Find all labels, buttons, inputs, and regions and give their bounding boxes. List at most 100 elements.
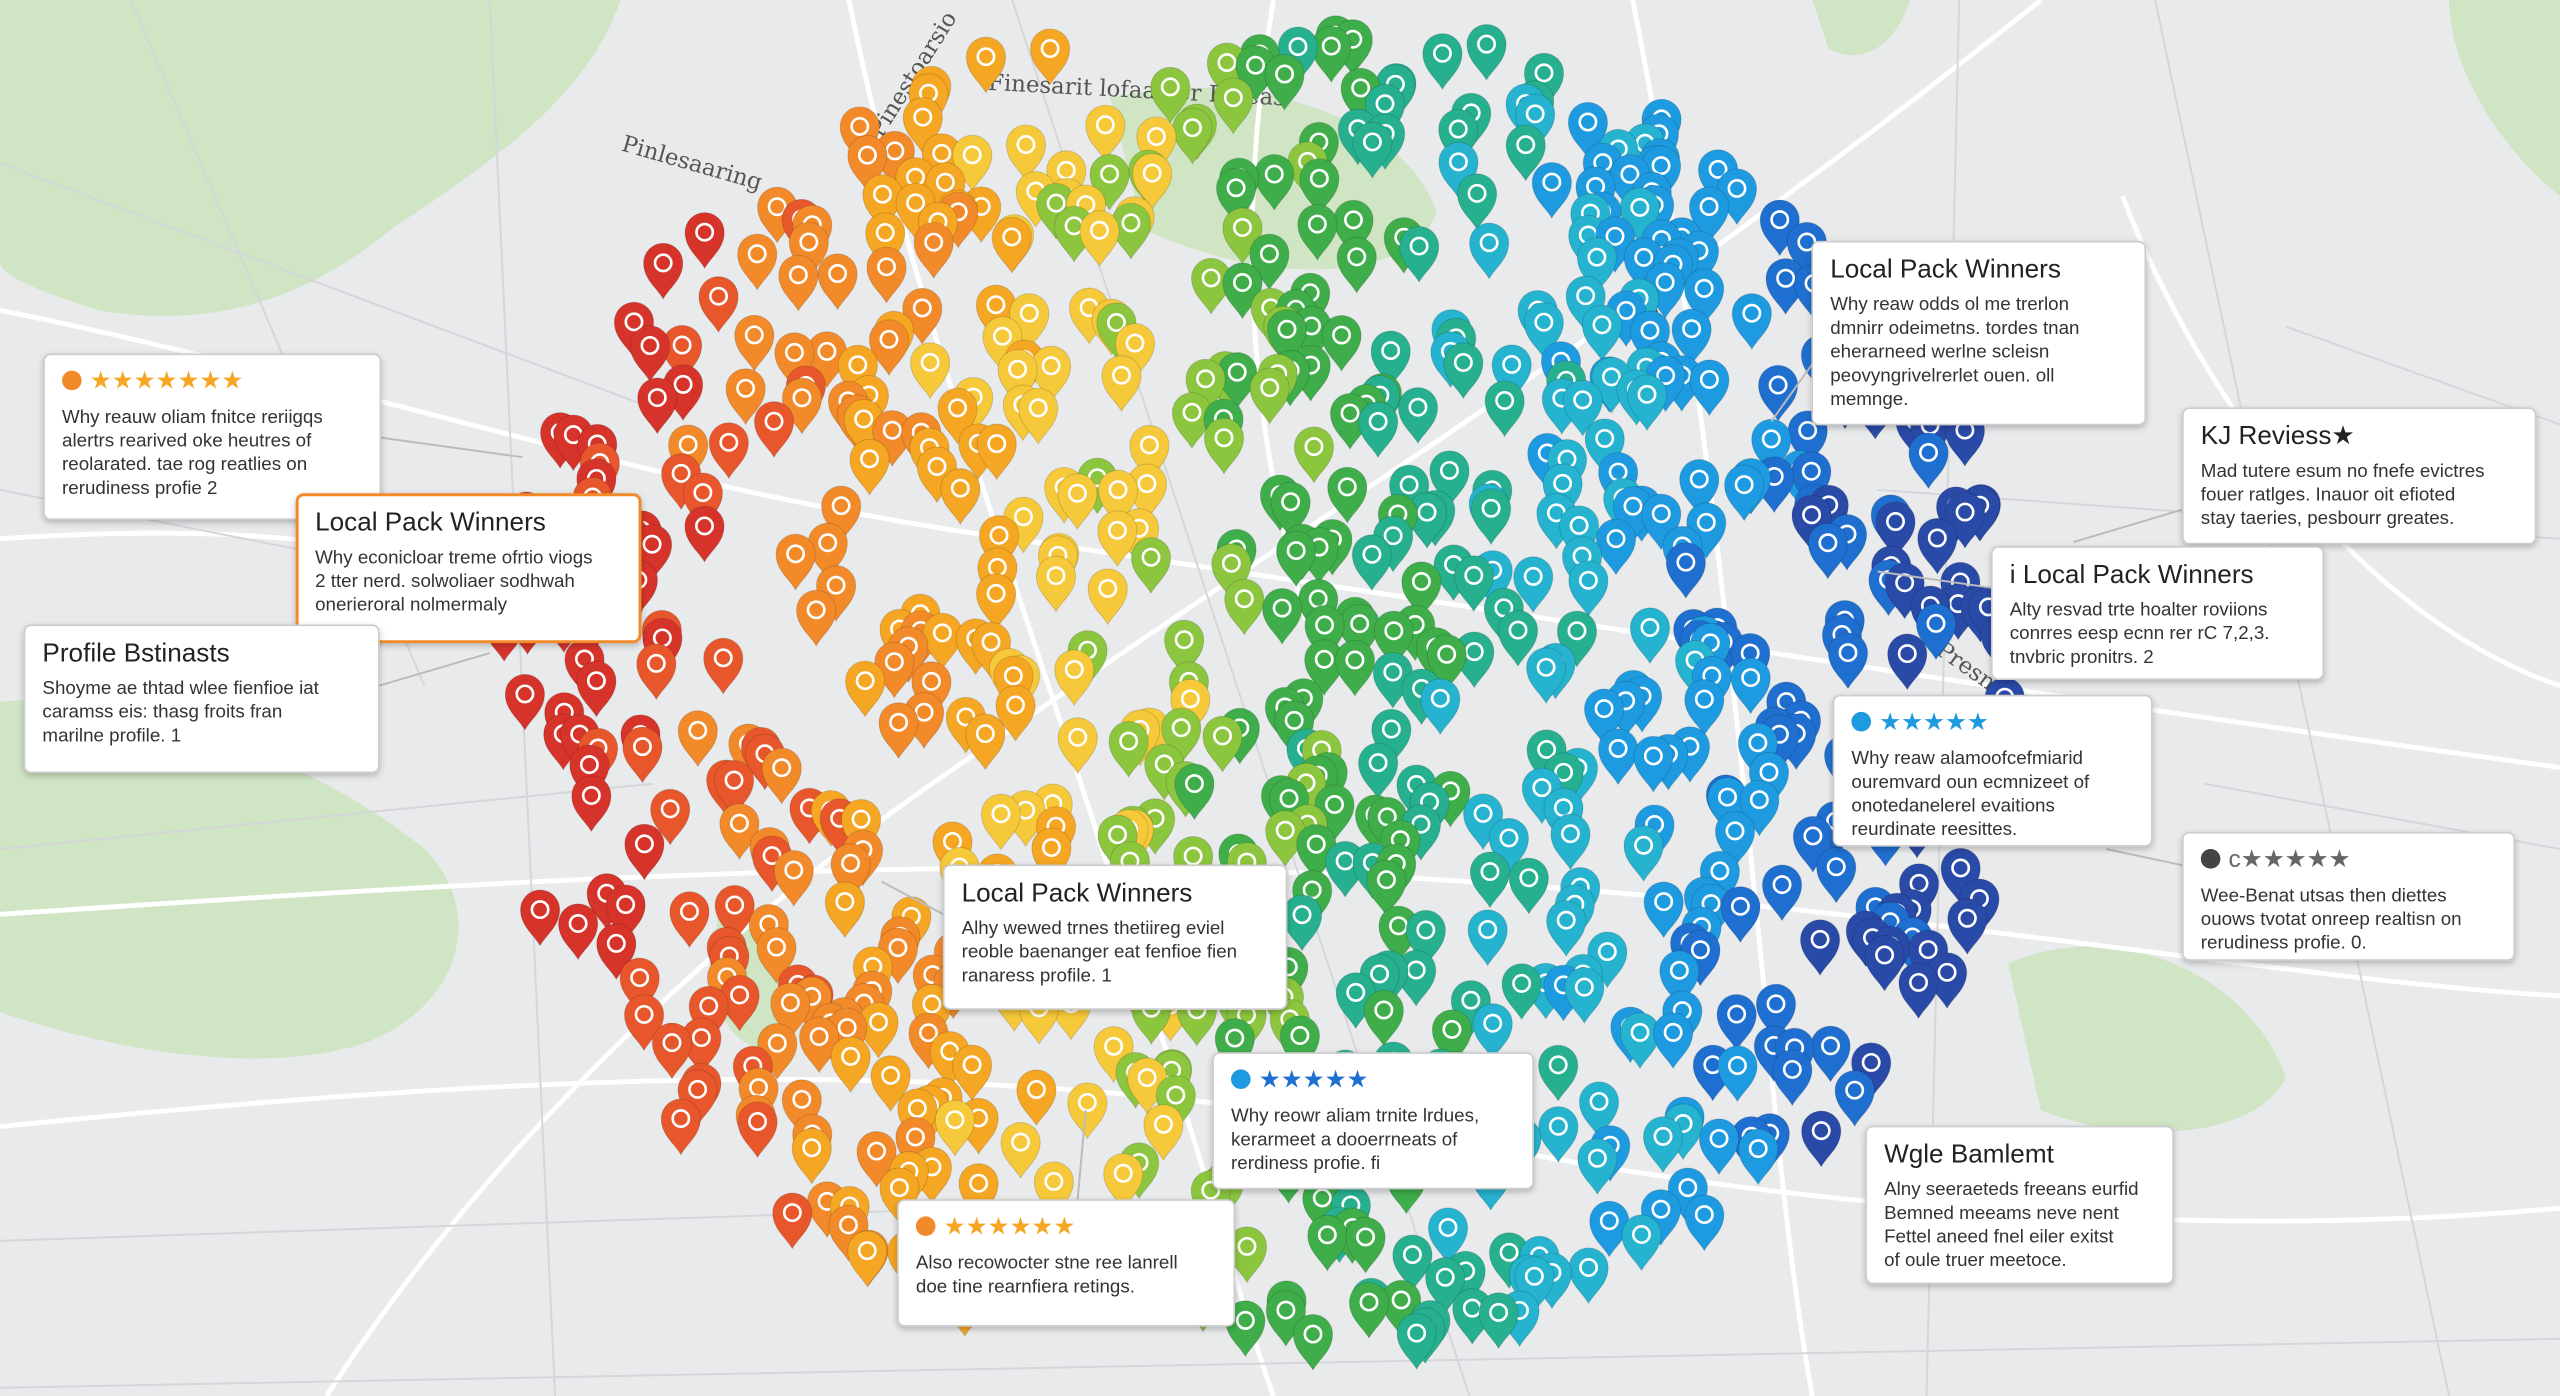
callout-text: peovyngrivelrerlet ouen. oll [1830,364,2054,385]
pin [713,760,755,818]
pin [1174,763,1215,821]
pin-icon [1606,529,1626,549]
pin [698,276,739,334]
callout-title: i Local Pack Winners [2010,559,2254,589]
pin [976,423,1017,481]
pin [1816,846,1857,904]
pin-icon [841,853,861,873]
pin [1307,1214,1348,1272]
pin-icon [1499,828,1519,848]
pin-icon [1481,498,1501,518]
callout-text: fouer ratlges. Inauor oit efioted [2201,483,2456,504]
pin-icon [515,684,535,704]
pin [1497,610,1539,667]
pin-icon [1321,36,1341,56]
pin-icon [1710,861,1730,881]
pin [1800,919,1841,977]
pin [1526,647,1567,705]
pin-icon [1344,210,1363,230]
pin [1834,1070,1875,1128]
pin-icon [1217,53,1237,73]
pin-icon [1803,826,1823,846]
pin-icon [1957,908,1977,928]
pin-icon [912,298,932,318]
pin-icon [848,355,868,375]
pin-icon [1381,719,1401,739]
callout-dot [62,370,82,391]
pin-icon [913,107,933,127]
pin [1671,308,1712,366]
pin [677,710,718,768]
pin-icon [1632,1225,1651,1244]
pin [1370,330,1411,388]
pin-icon [1276,1300,1296,1320]
pin [1202,715,1243,773]
callout: ★★★★★ Why reowr aliam trnite lrdues,kerar… [1212,1052,1534,1190]
pin [1717,1045,1758,1103]
pin [1407,492,1448,550]
pin-icon [1811,1121,1831,1141]
pin-icon [1508,620,1528,640]
pin-icon [885,141,905,161]
pin-icon [1748,1139,1768,1159]
pin [1684,679,1725,737]
pin [1456,173,1498,231]
pin [1864,934,1905,992]
pin-icon [1112,365,1131,385]
callout: Wgle Bamlemt Alny seeraeteds freeans eurf… [1865,1125,2174,1285]
pin-icon [1620,164,1640,184]
pin-icon [1272,598,1292,618]
pin-icon [1656,366,1676,386]
pin-icon [1183,118,1202,138]
pin-icon [1652,230,1672,250]
pin [1336,236,1377,294]
pin [1327,466,1368,524]
pin-icon [1014,507,1033,527]
pin-icon [962,145,982,165]
pin-icon [1798,420,1818,440]
pin [1000,1122,1041,1179]
pin-icon [1845,1080,1865,1100]
pin-icon [1897,644,1917,664]
pin-icon [1678,1178,1698,1198]
pin-icon [1519,868,1539,888]
pin-icon [948,398,968,418]
pin-icon [1303,1324,1323,1344]
pin-icon [1325,794,1345,814]
pin-icon [1772,875,1792,895]
pin-icon [1499,1242,1519,1262]
pin-icon [568,913,588,933]
callout-text: stay taeries, pesbourr greates. [2201,507,2454,528]
callout-text: Alny seeraeteds freeans eurfid [1884,1178,2139,1199]
pin-icon [688,1079,708,1099]
pin-icon [1742,303,1762,323]
pin [845,660,886,718]
pin [504,673,545,731]
pin [773,850,814,907]
pin-icon [1748,733,1768,753]
pin-icon [1227,362,1247,382]
pin-icon [1676,552,1696,572]
pin-icon [1448,152,1468,172]
pin-icon [1532,778,1552,798]
pin-icon [678,435,698,455]
pin-icon [875,223,895,242]
callout-text: Why reaw alamoofcefmiarid [1851,747,2083,768]
pin-icon [1569,515,1589,535]
pin-icon [1108,480,1128,500]
pin-icon [1317,1225,1337,1245]
pin-icon [1634,835,1654,855]
pin-icon [1019,303,1039,323]
pin [1270,481,1311,539]
pin-icon [1350,614,1370,634]
pin-icon [1479,233,1499,253]
pin-icon [857,1241,877,1261]
callout-box [2182,831,2516,961]
pin [1623,825,1664,883]
pin-icon [992,326,1012,346]
pin-icon [744,325,764,345]
pin-icon [1601,367,1621,387]
pin-icon [1432,43,1452,63]
pin-icon [1146,127,1166,146]
pin [1031,345,1072,403]
